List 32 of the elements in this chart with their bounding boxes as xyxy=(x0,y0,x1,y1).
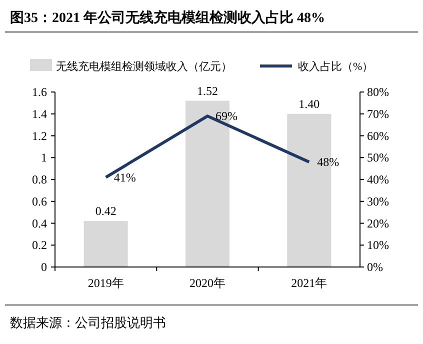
y2-tick-label: 40% xyxy=(367,172,389,186)
y2-tick-label: 60% xyxy=(367,128,389,143)
y2-tick-label: 30% xyxy=(367,194,389,208)
y2-tick-label: 70% xyxy=(367,106,389,121)
title: 图35：2021 年公司无线充电模组检测收入占比 48% xyxy=(10,11,325,26)
bar xyxy=(84,221,128,267)
x-tick-label: 2019年 xyxy=(88,276,124,290)
y2-tick-label: 20% xyxy=(367,216,389,230)
data-label: 48% xyxy=(317,155,340,169)
y2-tick-label: 0% xyxy=(367,260,383,274)
y-tick-label: 0.2 xyxy=(32,238,47,252)
data-label: 41% xyxy=(114,170,136,184)
y-tick-label: 0 xyxy=(41,260,47,274)
y-tick-label: 1.6 xyxy=(32,85,47,99)
x-tick-label: 2020年 xyxy=(190,276,226,290)
y-tick-label: 1.2 xyxy=(32,128,47,143)
y-tick-label: 0.6 xyxy=(32,194,47,208)
data-label: 0.42 xyxy=(95,204,116,218)
y2-tick-label: 10% xyxy=(367,238,389,252)
y-tick-label: 1 xyxy=(41,150,47,165)
legend-label: 无线充电模组检测领域收入（亿元） xyxy=(56,60,232,73)
y2-tick-label: 50% xyxy=(367,150,389,165)
legend-label: 收入占比（%） xyxy=(298,60,374,73)
data-label: 1.52 xyxy=(197,84,218,98)
data-label: 1.40 xyxy=(298,96,320,111)
y-tick-label: 1.4 xyxy=(32,106,47,121)
y2-tick-label: 80% xyxy=(367,85,389,99)
source-note: 数据来源：公司招股说明书 xyxy=(10,315,166,330)
y-tick-label: 0.8 xyxy=(32,172,47,186)
y-tick-label: 0.4 xyxy=(32,216,47,230)
data-label: 69% xyxy=(216,109,238,124)
x-tick-label: 2021年 xyxy=(291,276,328,290)
